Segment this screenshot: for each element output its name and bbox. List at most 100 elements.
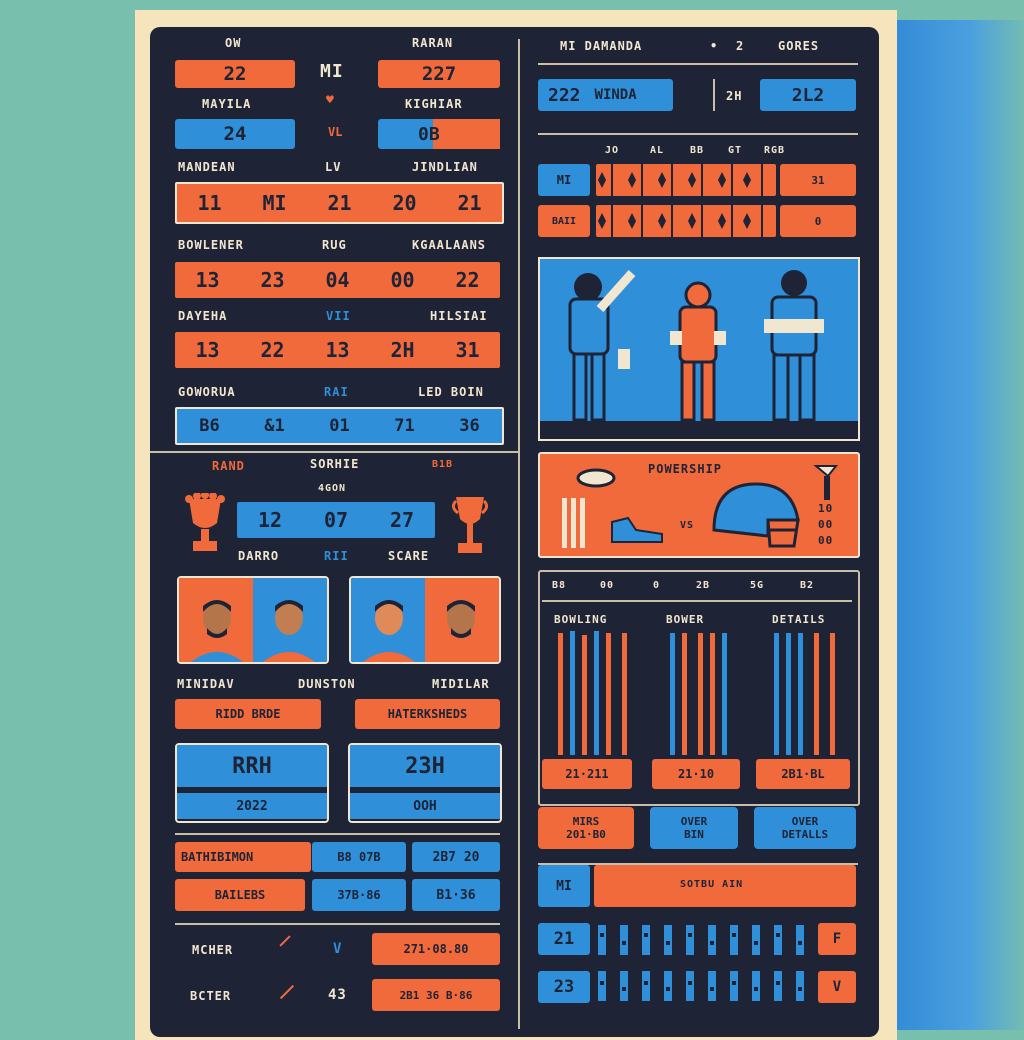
mirs-button[interactable]: MIRS 201·B0 — [538, 807, 634, 849]
button-bottom: 201·B0 — [566, 828, 606, 841]
cell: 01 — [329, 416, 350, 436]
team-mark-mi: MI — [320, 61, 344, 82]
right-header-num: 2 — [736, 39, 745, 53]
right-score-mid: 2H — [726, 89, 743, 103]
label-raran: RARAN — [412, 36, 454, 50]
bar — [622, 633, 627, 755]
grid-header: BB — [690, 145, 705, 156]
vs-mark: VL — [328, 125, 343, 139]
avatar — [363, 600, 415, 662]
tick-row-end[interactable]: F — [818, 923, 856, 955]
team-bar-team: MI — [538, 865, 590, 907]
right-header-title: MI DAMANDA — [560, 39, 643, 53]
over-bin-button[interactable]: OVER BIN — [650, 807, 738, 849]
bar — [594, 631, 599, 755]
cricket-players-icon — [540, 270, 858, 439]
label-mayila: MAYILA — [202, 97, 252, 111]
bar — [682, 633, 687, 755]
ridd-brde-button[interactable]: RIDD BRDE — [175, 699, 321, 729]
cell: 22 — [455, 268, 480, 292]
button-top: OVER — [680, 815, 708, 828]
bar — [814, 633, 819, 755]
cell: 2H — [390, 338, 415, 362]
avatar — [263, 600, 315, 662]
label-hilsiai: HILSIAI — [430, 309, 488, 323]
section-divider — [538, 63, 858, 65]
table-row-label: BAILEBS — [175, 879, 305, 911]
right-score-right[interactable]: 2L2 — [760, 79, 856, 111]
grid-header: RGB — [764, 145, 786, 156]
section-divider — [150, 451, 518, 453]
bar — [774, 633, 779, 755]
bat-icon — [813, 465, 839, 500]
cell: 12 — [257, 508, 283, 532]
bars-header: B8 — [552, 580, 567, 591]
stat-block-right[interactable]: 23H OOH — [348, 743, 502, 823]
footer-value[interactable]: 271·08.80 — [372, 933, 500, 965]
cell: 07 — [323, 508, 349, 532]
score-row-3[interactable]: 13 22 13 2H 31 — [175, 332, 500, 368]
bar — [698, 633, 703, 755]
over-details-button[interactable]: OVER DETALLS — [754, 807, 856, 849]
trophy-counter[interactable]: 12 07 27 — [237, 502, 435, 538]
grid-value: 31 — [780, 164, 856, 196]
right-header-gores: GORES — [778, 39, 820, 53]
cell: 71 — [394, 416, 415, 436]
players-illustration — [538, 257, 860, 441]
score-box-blue-left[interactable]: 24 — [175, 119, 295, 149]
label-rug: RUG — [322, 238, 347, 252]
score-box-split[interactable]: 0B — [378, 119, 500, 149]
powership-value: 10 — [818, 502, 834, 515]
label-ow: OW — [225, 36, 242, 50]
table-cell[interactable]: B8 07B — [312, 842, 406, 872]
table-cell[interactable]: B1·36 — [412, 879, 500, 911]
slash-mark — [279, 935, 291, 947]
powership-panel[interactable]: POWERSHIP VS 10 00 00 — [538, 452, 860, 558]
score-divider — [713, 79, 715, 111]
label-rand: RAND — [212, 459, 245, 473]
score-row-2[interactable]: 13 23 04 00 22 — [175, 262, 500, 298]
cell: 20 — [392, 191, 417, 215]
bar-value[interactable]: 2B1·BL — [756, 759, 850, 789]
right-score-left[interactable]: 222 WINDA — [538, 79, 673, 111]
tick-marks — [598, 925, 804, 1001]
player-card-right[interactable] — [349, 576, 501, 664]
player-card-left[interactable] — [177, 576, 329, 664]
bar-value[interactable]: 21·10 — [652, 759, 740, 789]
score-row-4[interactable]: B6 &1 01 71 36 — [175, 407, 504, 445]
table-cell[interactable]: 37B·86 — [312, 879, 406, 911]
stat-block-left[interactable]: RRH 2022 — [175, 743, 329, 823]
label-scare: SCARE — [388, 549, 430, 563]
score-box-away[interactable]: 227 — [378, 60, 500, 88]
footer-label: BCTER — [190, 989, 232, 1003]
label-dunston: DUNSTON — [298, 677, 356, 691]
score-row-1[interactable]: 11 MI 21 20 21 — [175, 182, 504, 224]
shoe-icon — [611, 516, 663, 543]
helmet-icon — [712, 482, 800, 548]
cell: 04 — [325, 268, 350, 292]
bars-header: B2 — [800, 580, 815, 591]
team-bar[interactable]: SOTBU AIN — [594, 865, 856, 907]
section-divider — [175, 833, 500, 835]
table-cell[interactable]: 2B7 20 — [412, 842, 500, 872]
grid-header: AL — [650, 145, 665, 156]
tick-row-num: 21 — [538, 923, 590, 955]
label-bowlener: BOWLENER — [178, 238, 244, 252]
slash-mark — [279, 984, 295, 1000]
poster-shadow — [880, 20, 1024, 1030]
grid-team: BAII — [538, 205, 590, 237]
button-top: OVER — [791, 815, 819, 828]
button-top: MIRS — [572, 815, 600, 828]
cell: 21 — [457, 191, 482, 215]
table-row-label: BATHIBIMON — [175, 842, 311, 872]
haterksheds-button[interactable]: HATERKSHEDS — [355, 699, 500, 729]
button-bottom: DETALLS — [781, 828, 829, 841]
bar-value[interactable]: 21·211 — [542, 759, 632, 789]
tick-row-end[interactable]: V — [818, 971, 856, 1003]
stat-big: RRH — [177, 745, 327, 787]
label-mandean: MANDEAN — [178, 160, 236, 174]
bar-group-label: DETAILS — [772, 613, 826, 626]
footer-value[interactable]: 2B1 36 B·86 — [372, 979, 500, 1011]
label-kgaalaans: KGAALAANS — [412, 238, 487, 252]
score-box-home[interactable]: 22 — [175, 60, 295, 88]
